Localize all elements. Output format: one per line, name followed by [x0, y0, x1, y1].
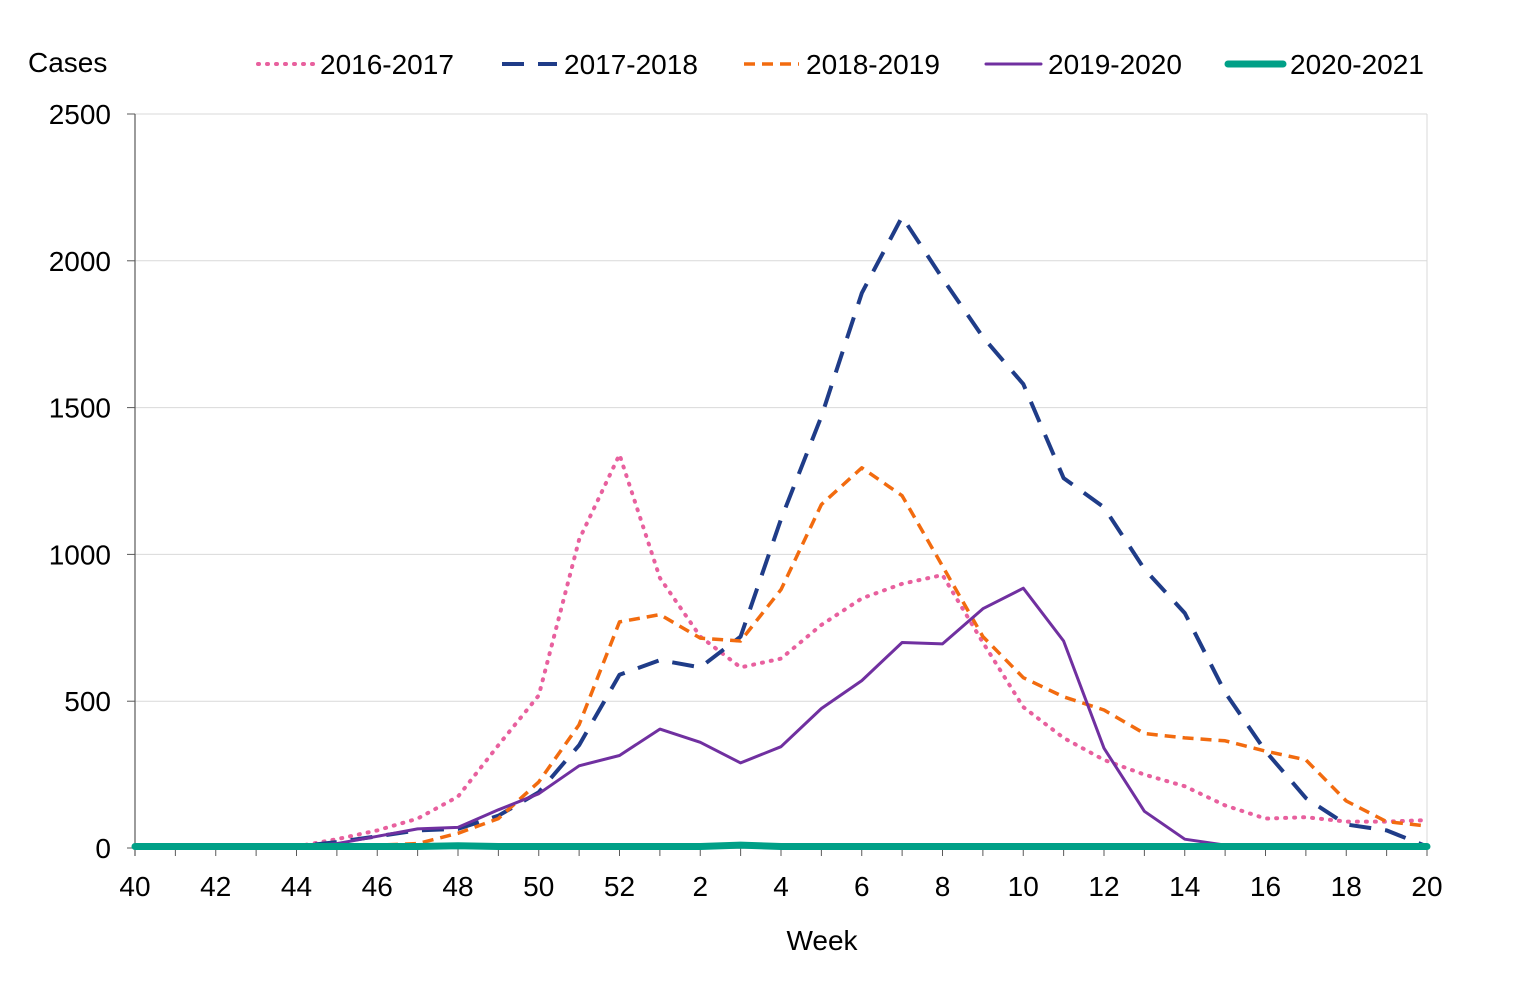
- legend-label-2016-2017: 2016-2017: [320, 49, 454, 80]
- x-tick-label: 4: [773, 871, 789, 902]
- series-line-2020-2021: [131, 841, 1431, 850]
- legend-label-2017-2018: 2017-2018: [564, 49, 698, 80]
- x-tick-label: 16: [1250, 871, 1281, 902]
- x-tick-label: 12: [1088, 871, 1119, 902]
- x-tick-label: 14: [1169, 871, 1200, 902]
- legend: 2016-2017 2017-2018 2018-2019 2019-2020 2020…: [256, 49, 1424, 80]
- x-tick-label: 52: [604, 871, 635, 902]
- y-tick-label: 1500: [49, 393, 111, 424]
- y-tick-label: 1000: [49, 539, 111, 570]
- y-tick-label: 500: [64, 686, 111, 717]
- series-line-2016-2017: [133, 452, 1429, 849]
- x-tick-label: 6: [854, 871, 870, 902]
- x-tick-label: 8: [935, 871, 951, 902]
- x-tick-label: 18: [1331, 871, 1362, 902]
- legend-label-2020-2021: 2020-2021: [1290, 49, 1424, 80]
- x-tick-label: 46: [362, 871, 393, 902]
- y-axis-title: Cases: [28, 47, 107, 78]
- series-line-2018-2019: [135, 466, 1428, 849]
- y-tick-label: 0: [95, 833, 111, 864]
- gridlines: [135, 113, 1428, 848]
- series-line-2017-2018: [135, 214, 1428, 849]
- legend-label-2018-2019: 2018-2019: [806, 49, 940, 80]
- x-axis-title: Week: [786, 925, 858, 956]
- x-tick-label: 2: [692, 871, 708, 902]
- y-tick-label: 2000: [49, 246, 111, 277]
- y-tick-label: 2500: [49, 99, 111, 130]
- x-tick-label: 48: [442, 871, 473, 902]
- series-lines: [131, 214, 1431, 850]
- x-tick-label: 50: [523, 871, 554, 902]
- legend-label-2019-2020: 2019-2020: [1048, 49, 1182, 80]
- x-tick-label: 42: [200, 871, 231, 902]
- x-tick-label: 10: [1008, 871, 1039, 902]
- x-tick-label: 44: [281, 871, 312, 902]
- x-tick-label: 40: [119, 871, 150, 902]
- x-tick-label: 20: [1411, 871, 1442, 902]
